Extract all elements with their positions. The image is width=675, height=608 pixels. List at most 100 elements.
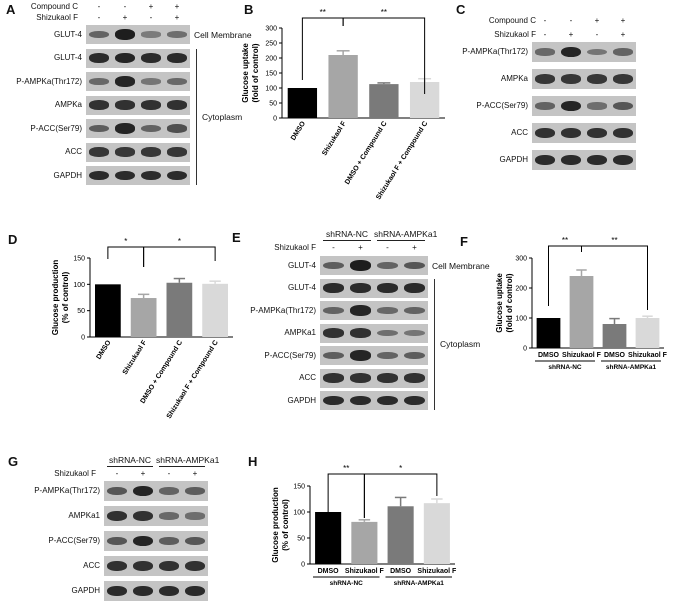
protein-band: [376, 283, 399, 293]
y-axis-label: Glucose uptake: [495, 273, 504, 333]
group-label: shRNA-AMPKa1: [156, 455, 220, 465]
protein-band: [140, 53, 162, 63]
blot-strip: [86, 166, 190, 185]
protein-band: [158, 537, 180, 545]
protein-band: [184, 560, 206, 572]
blot-strip: [86, 25, 190, 44]
significance-bracket: [581, 245, 648, 310]
protein-band: [322, 283, 345, 293]
treatment-sign: +: [122, 13, 128, 22]
protein-label: GLUT-4: [53, 29, 82, 39]
panel-letter-f: F: [460, 234, 468, 249]
protein-band: [114, 147, 136, 157]
protein-band: [586, 154, 608, 166]
protein-band: [166, 77, 188, 85]
protein-band: [349, 328, 372, 338]
protein-label: GAPDH: [53, 170, 82, 180]
blot-strip: [86, 48, 190, 68]
protein-band: [349, 305, 372, 316]
group-label: shRNA-AMPKa1: [374, 229, 438, 239]
panel-letter-b: B: [244, 2, 254, 17]
protein-label: P-AMPKa(Thr172): [462, 47, 528, 56]
protein-label: GAPDH: [499, 155, 528, 164]
blot-strip: [320, 368, 428, 388]
protein-band: [166, 100, 188, 110]
protein-band: [88, 30, 110, 39]
y-tick-label: 100: [73, 282, 85, 289]
protein-band: [158, 585, 180, 597]
protein-band: [586, 74, 608, 84]
treatment-label: Compound C: [30, 2, 78, 11]
treatment-sign: -: [386, 243, 389, 252]
protein-band: [534, 102, 556, 110]
protein-band: [560, 100, 582, 112]
blot-strip: [104, 556, 208, 576]
protein-band: [88, 147, 110, 157]
protein-band: [114, 29, 136, 40]
significance-label: *: [124, 237, 127, 246]
protein-band: [612, 101, 634, 111]
bar: [569, 276, 594, 348]
panel-letter-h: H: [248, 454, 258, 469]
protein-label: P-ACC(Ser79): [264, 350, 316, 360]
protein-label: AMPKa: [500, 74, 528, 83]
bar: [351, 521, 378, 564]
protein-label: P-AMPKa(Thr172): [34, 486, 100, 495]
protein-label: P-AMPKa(Thr172): [16, 76, 82, 86]
significance-bracket: [327, 473, 365, 518]
protein-label: GLUT-4: [53, 53, 82, 62]
protein-label: GLUT-4: [287, 283, 316, 292]
protein-band: [349, 373, 372, 383]
blot-strip: [104, 481, 208, 501]
protein-band: [106, 585, 128, 597]
y-tick-label: 0: [81, 335, 85, 342]
y-tick-label: 0: [523, 346, 527, 353]
y-axis-label: (% of control): [281, 499, 290, 551]
treatment-label: Compound C: [488, 16, 536, 25]
blot-strip: [320, 391, 428, 410]
protein-band: [140, 170, 162, 181]
region-label-cytoplasm: Cytoplasm: [202, 111, 243, 122]
treatment-sign: -: [332, 243, 335, 252]
protein-band: [322, 351, 345, 360]
y-tick-label: 300: [515, 256, 527, 263]
treatment-sign: +: [594, 16, 600, 25]
blot-strip: [104, 506, 208, 526]
protein-band: [132, 585, 154, 597]
protein-band: [376, 351, 399, 360]
treatment-sign: +: [620, 16, 626, 25]
blot-strip: [320, 346, 428, 365]
treatment-sign: -: [149, 13, 153, 22]
blot-strip: [86, 95, 190, 115]
protein-band: [612, 48, 634, 56]
protein-band: [322, 373, 345, 383]
protein-label: GAPDH: [287, 395, 316, 405]
treatment-sign: -: [569, 16, 573, 25]
protein-label: AMPKa: [54, 100, 82, 109]
region-label-membrane: Cell Membrane: [432, 260, 490, 271]
blot-strip: [532, 42, 636, 62]
protein-band: [349, 260, 372, 271]
protein-band: [376, 306, 399, 314]
group-label: shRNA-AMPKa1: [394, 580, 445, 587]
protein-band: [560, 154, 582, 166]
group-underline: [107, 466, 153, 467]
treatment-sign: +: [148, 2, 154, 11]
protein-band: [349, 350, 372, 361]
protein-band: [403, 329, 426, 337]
protein-band: [560, 74, 582, 84]
y-tick-label: 100: [515, 316, 527, 323]
protein-band: [322, 395, 345, 406]
group-underline: [159, 466, 205, 467]
group-underline: [323, 240, 371, 241]
group-label: shRNA-NC: [325, 229, 369, 239]
blot-strip: [320, 278, 428, 298]
protein-band: [586, 48, 608, 56]
protein-band: [560, 127, 582, 139]
bar: [536, 318, 561, 348]
x-tick-label: Shizukaol F: [345, 568, 385, 575]
y-tick-label: 50: [297, 536, 305, 543]
x-tick-label: Shizukaol F: [417, 568, 457, 575]
protein-band: [88, 77, 110, 85]
